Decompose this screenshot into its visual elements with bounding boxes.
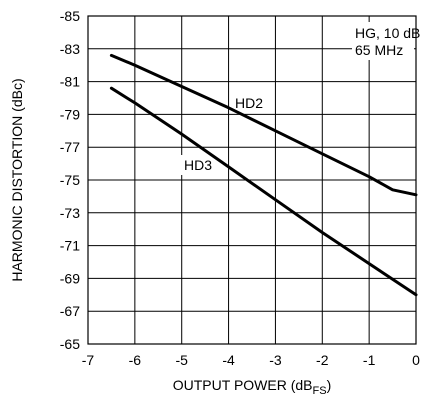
plot-frame (87, 15, 417, 345)
y-tick-label: -65 (60, 336, 80, 352)
y-tick-label: -79 (60, 106, 80, 122)
y-tick-label: -77 (60, 139, 80, 155)
y-tick-label: -75 (60, 172, 80, 188)
annotation-line-1: HG, 10 dB (355, 25, 420, 41)
x-axis-title: OUTPUT POWER (dBFS) (173, 377, 332, 397)
x-axis-title-suffix: ) (327, 377, 332, 393)
y-tick-label: -83 (60, 41, 80, 57)
series-line-hd3 (109, 86, 418, 297)
annotation-line-2: 65 MHz (355, 42, 403, 58)
series-label-hd3: HD3 (184, 157, 212, 173)
y-tick-label: -85 (60, 8, 80, 24)
x-axis-title-subscript: FS (313, 385, 327, 397)
tick-labels: -7 -6 -5 -4 -3 -2 -1 0 -85 -83 -81 -79 -77 -75 -73 -71 -… (60, 8, 420, 368)
x-tick-label: -6 (129, 352, 142, 368)
series-line-hd2 (109, 53, 418, 197)
x-tick-label: -4 (222, 352, 235, 368)
x-tick-label: -3 (269, 352, 282, 368)
series-group (109, 53, 418, 297)
grid (87, 15, 417, 345)
y-tick-label: -69 (60, 270, 80, 286)
series-label-hd2-background (232, 93, 268, 113)
x-tick-label: 0 (412, 352, 420, 368)
series-label-hd2: HD2 (235, 95, 263, 111)
series-label-hd3-background (181, 155, 217, 175)
x-axis-title-main: OUTPUT POWER (dB (173, 377, 313, 393)
y-tick-label: -67 (60, 303, 80, 319)
x-tick-label: -1 (363, 352, 376, 368)
x-tick-label: -5 (175, 352, 188, 368)
annotation-background (352, 22, 414, 60)
x-tick-label: -7 (82, 352, 95, 368)
y-tick-label: -73 (60, 205, 80, 221)
y-tick-label: -81 (60, 74, 80, 90)
y-axis-title: HARMONIC DISTORTION (dBc) (9, 78, 25, 281)
y-tick-label: -71 (60, 238, 80, 254)
x-tick-label: -2 (316, 352, 329, 368)
